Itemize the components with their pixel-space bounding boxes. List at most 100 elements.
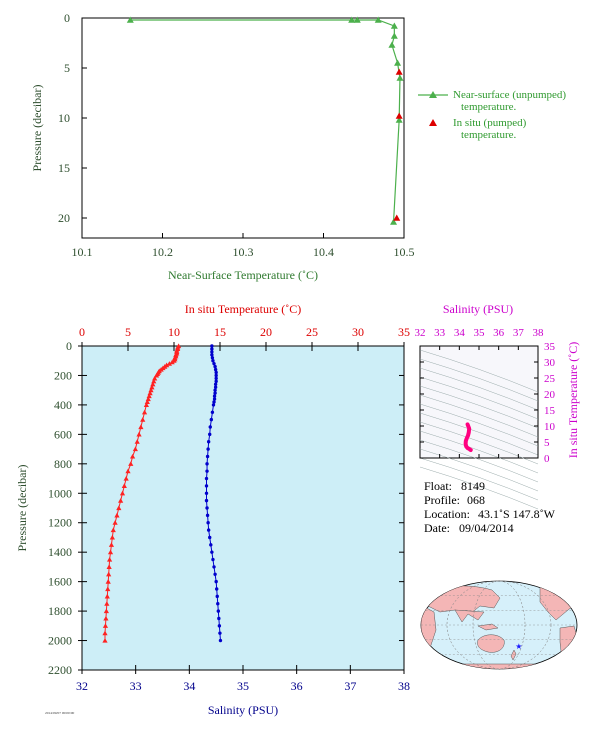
salinity-profile-point bbox=[218, 631, 222, 635]
temperature-profile-point bbox=[143, 402, 149, 407]
temperature-profile-point bbox=[134, 439, 140, 444]
ts-x-tick-label: 38 bbox=[533, 327, 545, 339]
footer-timestamp: 2014/09/07 00:00:00 bbox=[45, 711, 75, 715]
near-surface-legend: Near-surface (unpumped) temperature. In … bbox=[418, 89, 569, 141]
pressure-tick-label: 2200 bbox=[48, 663, 72, 677]
ts-x-tick-label: 36 bbox=[493, 327, 505, 339]
near-surface-unpumped-point bbox=[390, 218, 398, 225]
ts-x-axis-label: Salinity (PSU) bbox=[443, 302, 513, 316]
ts-y-tick-label: 5 bbox=[544, 437, 550, 449]
temperature-profile-point bbox=[149, 384, 155, 390]
date-label: Date: bbox=[424, 521, 450, 535]
temperature-profile-point bbox=[108, 542, 115, 547]
temperature-tick-label: 25 bbox=[306, 325, 318, 339]
near-surface-y-tick-label: 10 bbox=[58, 111, 70, 125]
salinity-tick-label: 36 bbox=[291, 679, 303, 693]
near-surface-unpumped-point bbox=[395, 116, 403, 123]
pressure-tick-label: 1000 bbox=[48, 486, 72, 500]
salinity-profile-point bbox=[213, 364, 217, 369]
temperature-tick-label: 10 bbox=[168, 325, 180, 339]
temperature-tick-label: 5 bbox=[125, 325, 131, 339]
salinity-profile-point bbox=[205, 506, 209, 510]
ts-x-tick-label: 34 bbox=[454, 327, 466, 339]
pressure-tick-label: 1600 bbox=[48, 575, 72, 589]
temperature-profile-point bbox=[151, 378, 157, 384]
float-location-star-icon: ★ bbox=[515, 642, 522, 651]
salinity-profile-point bbox=[204, 484, 209, 488]
salinity-profile-point bbox=[211, 403, 216, 407]
temperature-profile-point bbox=[102, 623, 109, 628]
temperature-profile-point bbox=[141, 409, 148, 415]
salinity-tick-label: 38 bbox=[398, 679, 410, 693]
temperature-tick-label: 15 bbox=[214, 325, 226, 339]
temperature-profile-point bbox=[102, 630, 108, 636]
salinity-profile-point bbox=[206, 440, 211, 444]
salinity-profile-point bbox=[218, 638, 223, 643]
near-surface-x-ticks: 10.1 10.2 10.3 10.4 10.5 bbox=[72, 233, 415, 259]
temperature-axis-ticks: 0 5 10 15 20 25 30 35 bbox=[79, 325, 410, 351]
salinity-profile-point bbox=[210, 344, 214, 348]
temperature-profile-point bbox=[103, 615, 109, 621]
salinity-profile-point bbox=[211, 359, 215, 363]
profile-label: Profile: bbox=[424, 493, 460, 507]
salinity-profile-point bbox=[215, 594, 219, 599]
ts-x-tick-label: 32 bbox=[415, 327, 426, 339]
salinity-axis-ticks: 32 33 34 35 36 37 38 bbox=[76, 665, 410, 693]
near-surface-x-tick-label: 10.1 bbox=[72, 245, 93, 259]
float-value: 8149 bbox=[461, 479, 485, 493]
salinity-profile-point bbox=[217, 616, 221, 621]
temperature-profile-point bbox=[121, 483, 127, 488]
salinity-profile-point bbox=[216, 609, 221, 613]
ts-density-contours bbox=[419, 349, 539, 510]
near-surface-unpumped-point bbox=[348, 16, 356, 23]
near-surface-x-axis-label: Near-Surface Temperature (˚C) bbox=[168, 268, 318, 282]
legend-marker-pumped bbox=[429, 119, 437, 126]
salinity-profile-point bbox=[212, 394, 217, 398]
salinity-profile-point bbox=[217, 624, 222, 628]
pressure-tick-label: 1200 bbox=[48, 516, 72, 530]
near-surface-series bbox=[126, 16, 404, 225]
profile-y-axis-label: Pressure (decibar) bbox=[15, 465, 29, 552]
near-surface-plot-frame bbox=[81, 17, 405, 239]
salinity-profile-point bbox=[213, 388, 217, 392]
salinity-profile-point bbox=[213, 382, 218, 386]
ts-density-contour bbox=[419, 412, 539, 456]
temperature-profile-point bbox=[110, 527, 116, 533]
salinity-profile-point bbox=[214, 370, 218, 375]
temperature-profile-point bbox=[146, 393, 152, 399]
temperature-profile-point bbox=[144, 399, 150, 405]
ts-density-contour bbox=[419, 358, 539, 402]
ts-density-contour bbox=[419, 448, 539, 492]
legend-label-unpumped: Near-surface (unpumped) temperature. bbox=[453, 89, 569, 113]
temperature-profile-point bbox=[130, 453, 136, 459]
salinity-profile-point bbox=[205, 462, 209, 466]
near-surface-x-tick-label: 10.4 bbox=[313, 245, 334, 259]
near-surface-pumped-point bbox=[393, 214, 401, 221]
near-surface-y-tick-label: 15 bbox=[58, 161, 70, 175]
pressure-tick-label: 0 bbox=[66, 339, 72, 353]
ts-y-tick-label: 20 bbox=[544, 389, 556, 401]
salinity-profile-point bbox=[213, 367, 218, 372]
salinity-profile-point bbox=[214, 373, 218, 378]
salinity-tick-label: 37 bbox=[344, 679, 356, 693]
salinity-profile-point bbox=[216, 602, 220, 606]
salinity-profile-point bbox=[204, 476, 209, 481]
salinity-profile-point bbox=[210, 353, 214, 357]
salinity-profile-point bbox=[210, 410, 215, 414]
salinity-profile-point bbox=[213, 572, 217, 576]
temperature-profile-point bbox=[132, 446, 138, 452]
temperature-profile-point bbox=[118, 498, 124, 503]
salinity-profile-point bbox=[210, 356, 215, 360]
ts-panel: 32 33 34 35 36 37 38 0 5 10 15 20 25 30 35 Salinity (… bbox=[415, 302, 580, 510]
legend-label-pumped: In situ (pumped) temperature. bbox=[453, 117, 529, 141]
salinity-tick-label: 34 bbox=[183, 679, 195, 693]
pressure-tick-label: 1800 bbox=[48, 604, 72, 618]
ts-density-contour bbox=[419, 394, 539, 438]
ts-density-contour bbox=[419, 349, 539, 393]
ts-y-tick-label: 10 bbox=[544, 421, 556, 433]
salinity-profile-point bbox=[214, 379, 218, 384]
temperature-profile-point bbox=[153, 372, 160, 378]
near-surface-panel: 10.1 10.2 10.3 10.4 10.5 0 5 10 15 20 Near-Surfa… bbox=[30, 11, 569, 282]
temperature-tick-label: 35 bbox=[398, 325, 410, 339]
